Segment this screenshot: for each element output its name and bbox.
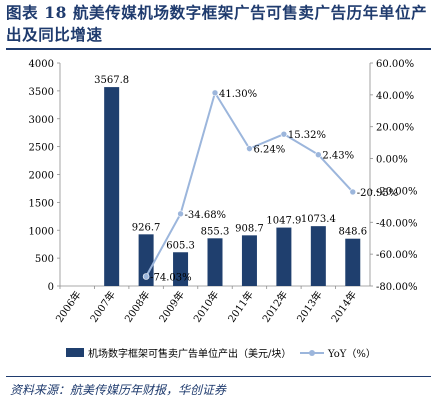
footer-divider [6, 376, 431, 377]
y-left-tick-label: 3000 [29, 115, 54, 126]
bar [207, 238, 223, 286]
y-right-tick-label: 20.00% [376, 123, 414, 134]
bar [276, 227, 292, 286]
x-tick-label: 2012年 [259, 288, 290, 324]
yoy-value-label: -74.03% [150, 272, 192, 283]
y-right-tick-label: 0.00% [376, 155, 408, 166]
bar [310, 226, 326, 286]
bar [173, 252, 189, 286]
y-left-tick-label: 2500 [29, 143, 54, 154]
x-tick-label: 2010年 [190, 288, 221, 324]
x-tick-label: 2007年 [87, 288, 118, 324]
bar-value-label: 605.3 [166, 240, 195, 251]
bar-series [104, 87, 361, 286]
x-tick-label: 2009年 [156, 288, 187, 324]
bar-value-label: 1073.4 [301, 214, 336, 225]
x-tick-label: 2008年 [122, 288, 153, 324]
line-series [142, 89, 357, 280]
y-right-tick-label: 60.00% [376, 59, 414, 70]
y-right-tick-label: -40.00% [376, 218, 418, 229]
legend-bar-label: 机场数字框架可售卖广告单位产出（美元/块） [88, 347, 291, 360]
bar-value-label: 1047.9 [266, 216, 301, 227]
yoy-point [142, 273, 150, 280]
bar-value-label: 855.3 [201, 226, 230, 237]
y-right-tick-label: 40.00% [376, 91, 414, 102]
line-data-labels: -74.03% -34.68% 41.30% 6.24%15.32% 2.43% -20.… [150, 89, 398, 284]
bar-value-label: 848.6 [338, 227, 367, 238]
yoy-value-label: 15.32% [288, 130, 326, 141]
x-tick-label: 2014年 [328, 288, 359, 324]
yoy-value-label: -20.95% [357, 188, 399, 199]
yoy-value-label: 6.24% [253, 145, 285, 156]
chart-legend: 机场数字框架可售卖广告单位产出（美元/块） YoY（%） [66, 347, 376, 360]
bar [104, 87, 120, 286]
x-tick-label: 2006年 [53, 288, 84, 324]
legend-line-label: YoY（%） [327, 348, 376, 360]
legend-line-marker [309, 350, 315, 356]
yoy-value-label: 41.30% [219, 89, 257, 100]
yoy-value-label: -34.68% [185, 210, 227, 221]
y-left-tick-label: 1500 [29, 198, 54, 209]
chart-title: 图表 18 航美传媒机场数字框架广告可售卖广告历年单位产出及同比增速 [6, 3, 428, 44]
yoy-point [246, 145, 253, 152]
y-left-tick-label: 500 [35, 254, 54, 265]
bar-value-label: 926.7 [132, 222, 161, 233]
yoy-point [211, 89, 219, 97]
y-left-tick-label: 3500 [29, 87, 54, 98]
yoy-value-label: 2.43% [322, 151, 354, 162]
y-right-tick-label: -80.00% [376, 282, 418, 293]
x-tick-label: 2013年 [294, 288, 325, 324]
bar-value-label: 908.7 [235, 223, 264, 234]
bar [241, 235, 257, 286]
yoy-point [177, 210, 184, 218]
y-left-tick-label: 1000 [29, 226, 54, 237]
yoy-point [349, 188, 357, 196]
yoy-point [280, 130, 288, 138]
y-left-tick-label: 2000 [29, 171, 54, 182]
title-divider [6, 48, 431, 50]
y-left-tick-label: 4000 [29, 59, 54, 70]
bar-value-label: 3567.8 [94, 75, 129, 86]
source-note: 资料来源：航美传媒历年财报，华创证券 [10, 383, 227, 397]
yoy-point [315, 151, 322, 159]
legend-bar-swatch [66, 348, 84, 357]
y-left-tick-label: 0 [48, 282, 54, 293]
chart-svg: 05001000150020002500300035004000-80.00%-… [29, 59, 418, 360]
y-right-tick-label: -60.00% [376, 250, 418, 261]
y-right-tick-label: -20.00% [376, 186, 418, 197]
bar [345, 238, 361, 286]
bar [138, 234, 154, 286]
x-tick-label: 2011年 [225, 288, 256, 324]
